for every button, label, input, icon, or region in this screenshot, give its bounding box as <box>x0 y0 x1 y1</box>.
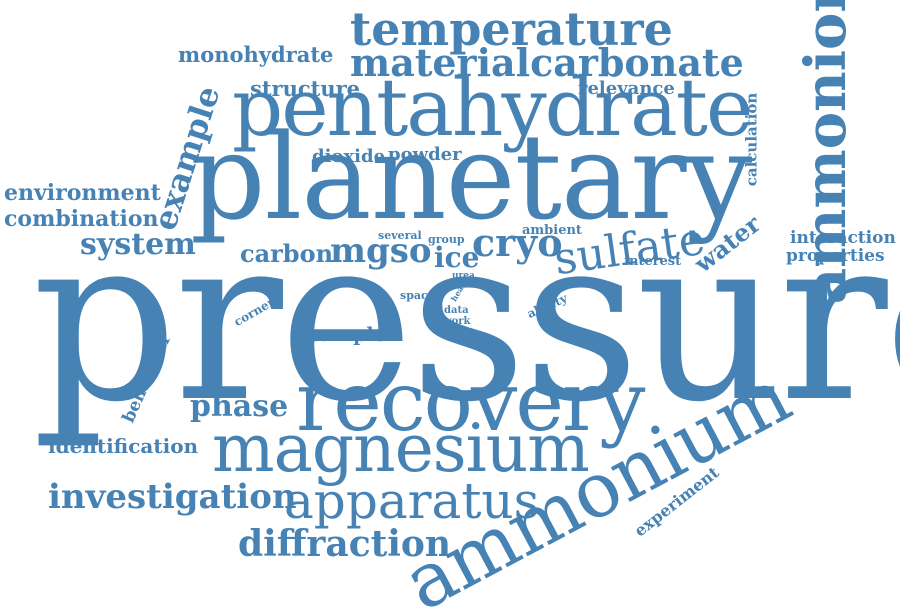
word-identification: identification <box>48 434 199 458</box>
word-urea: urea <box>452 271 475 281</box>
word-space: space <box>400 289 435 302</box>
word-system: system <box>80 227 196 262</box>
word-data: data <box>444 305 469 316</box>
word-magnesium: magnesium <box>212 410 590 487</box>
word-group: group <box>428 233 465 246</box>
word-pentahydrate: pentahydrate <box>232 61 753 154</box>
word-cryo: cryo <box>472 220 563 265</box>
word-relevance: relevance <box>578 78 675 99</box>
word-materialcarbonate: materialcarbonate <box>350 40 744 85</box>
word-planetary: planetary <box>190 108 752 246</box>
word-monohydrate: monohydrate <box>178 42 334 67</box>
word-environment: environment <box>4 180 161 206</box>
word-recovery: recovery <box>296 355 645 450</box>
word-mgso: mgso <box>330 231 432 271</box>
word-pressure: pressure <box>32 186 900 452</box>
word-combination: combination <box>4 206 159 232</box>
word-sample: sample <box>310 324 386 346</box>
word-powder: powder <box>388 144 462 165</box>
word-several: several <box>378 229 422 242</box>
word-phase: phase <box>190 389 289 424</box>
word-diffraction: diffraction <box>238 523 452 565</box>
word-dioxide: dioxide <box>312 146 386 167</box>
word-ice: ice <box>434 241 480 274</box>
word-structure: structure <box>250 76 361 101</box>
word-apparatus: apparatus <box>284 472 540 530</box>
word-temperature: temperature <box>350 2 673 56</box>
word-interest: interest <box>624 254 682 269</box>
word-carbon: carbon <box>240 239 334 268</box>
word-ambient: ambient <box>522 223 582 238</box>
word-properties: properties <box>786 246 885 266</box>
word-work: work <box>443 316 471 327</box>
word-calculation: calculation <box>742 92 761 187</box>
word-interaction: interaction <box>790 228 896 248</box>
word-investigation: investigation <box>48 477 297 517</box>
